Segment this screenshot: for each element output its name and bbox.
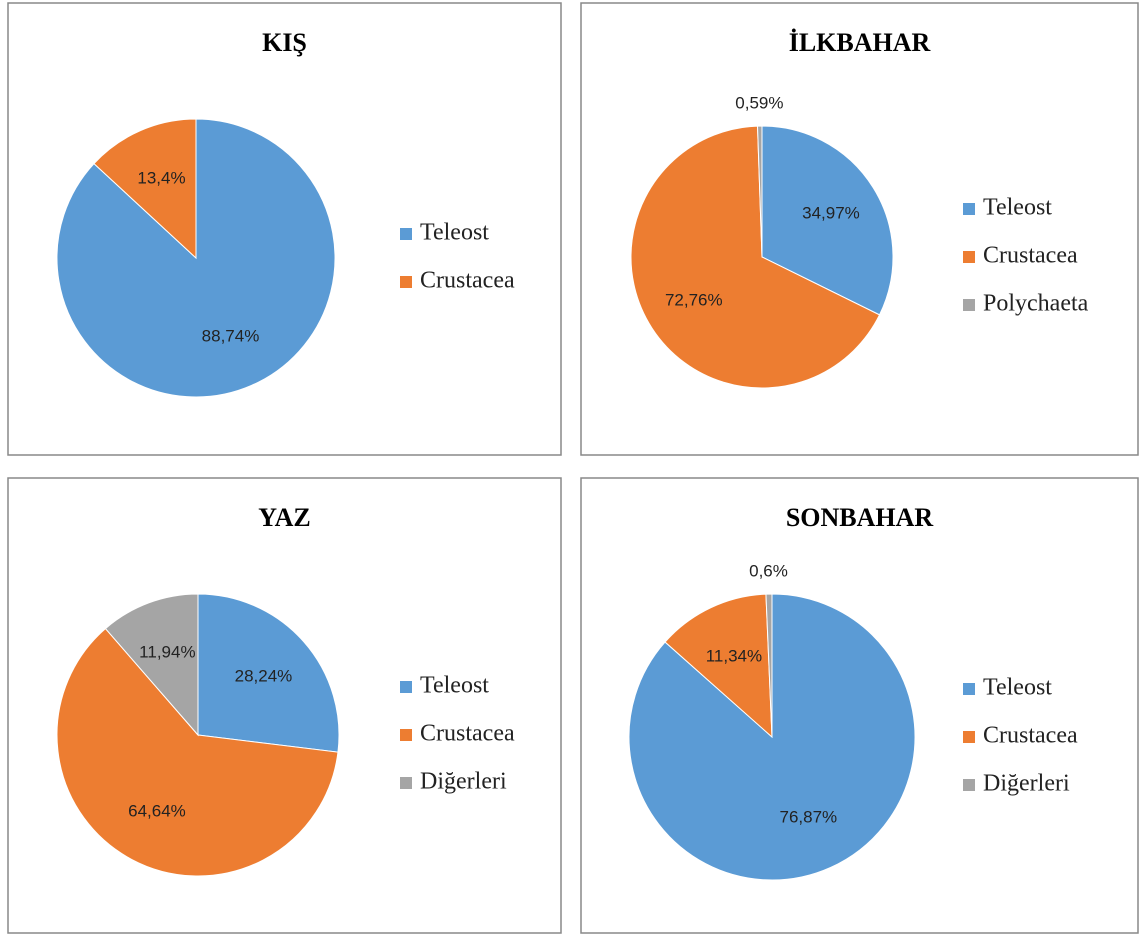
- data-label: 76,87%: [780, 807, 838, 826]
- pie-slice: [197, 593, 340, 753]
- data-label: 28,24%: [235, 667, 293, 686]
- legend-swatch: [400, 777, 412, 789]
- pie-slice: [93, 118, 197, 260]
- pie-slice: [757, 125, 763, 258]
- legend-label: Teleost: [420, 220, 489, 246]
- pie-slice: [761, 125, 894, 316]
- legend-label: Crustacea: [420, 268, 515, 294]
- legend-label: Crustacea: [420, 721, 515, 747]
- data-label: 72,76%: [665, 291, 723, 310]
- data-label: 11,94%: [139, 643, 195, 662]
- data-label: 34,97%: [802, 204, 860, 223]
- legend-label: Diğerleri: [983, 771, 1070, 797]
- data-label: 88,74%: [202, 326, 260, 345]
- panel-border: [7, 477, 562, 934]
- legend-swatch: [400, 276, 412, 288]
- legend-swatch: [963, 299, 975, 311]
- panel-border: [580, 2, 1139, 456]
- chart-title: İLKBAHAR: [789, 28, 931, 57]
- chart-title: SONBAHAR: [786, 503, 934, 532]
- chart-title: KIŞ: [262, 28, 307, 57]
- legend-label: Teleost: [420, 673, 489, 699]
- data-label: 11,34%: [706, 646, 762, 665]
- legend-swatch: [963, 251, 975, 263]
- pie-slice: [104, 593, 199, 737]
- legend-swatch: [400, 729, 412, 741]
- pie-slice: [630, 125, 881, 389]
- legend-label: Polychaeta: [983, 291, 1089, 317]
- legend-label: Crustacea: [983, 723, 1078, 749]
- legend-label: Crustacea: [983, 243, 1078, 269]
- data-label: 0,59%: [735, 94, 783, 113]
- legend-label: Teleost: [983, 675, 1052, 701]
- chart-title: YAZ: [258, 503, 311, 532]
- legend-label: Diğerleri: [420, 769, 507, 795]
- pie-slice: [664, 593, 773, 739]
- legend-swatch: [400, 681, 412, 693]
- legend-swatch: [963, 203, 975, 215]
- legend-swatch: [963, 683, 975, 695]
- legend-label: Teleost: [983, 195, 1052, 221]
- panel-border: [580, 477, 1139, 934]
- data-label: 13,4%: [137, 169, 185, 188]
- data-label: 0,6%: [749, 562, 788, 581]
- data-label: 64,64%: [128, 802, 186, 821]
- legend-swatch: [400, 228, 412, 240]
- pie-slice: [56, 627, 339, 877]
- pie-slice: [765, 593, 773, 738]
- panel-border: [7, 2, 562, 456]
- legend-swatch: [963, 779, 975, 791]
- legend-swatch: [963, 731, 975, 743]
